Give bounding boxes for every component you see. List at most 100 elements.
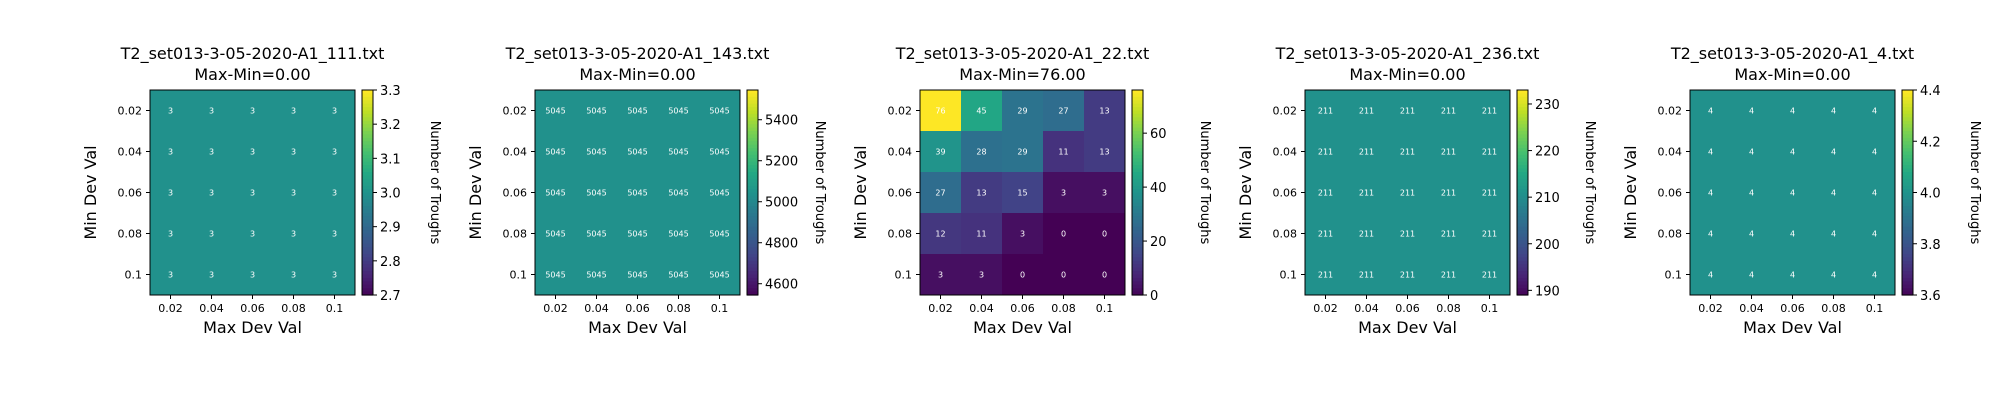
heatmap-cell [1469, 213, 1511, 255]
x-tick-label: 0.02 [543, 302, 568, 315]
colorbar-segment [1902, 223, 1913, 228]
colorbar-tick-label: 3.8 [1920, 238, 1941, 253]
cell-value-label: 5045 [709, 189, 729, 198]
colorbar-segment [1517, 240, 1528, 245]
colorbar-segment [1132, 195, 1143, 200]
cell-value-label: 3 [168, 148, 173, 157]
x-axis-label: Max Dev Val [203, 318, 302, 337]
colorbar-segment [1517, 209, 1528, 214]
colorbar-segment [747, 134, 758, 139]
heatmap-panel: T2_set013-3-05-2020-A1_111.txtMax-Min=0.… [81, 44, 442, 337]
colorbar-segment [1902, 202, 1913, 207]
colorbar-segment [362, 127, 373, 132]
colorbar-segment [1132, 103, 1143, 108]
colorbar-segment [1902, 137, 1913, 142]
heatmap-cell [576, 213, 618, 255]
colorbar-segment [1132, 154, 1143, 159]
colorbar-segment [1517, 103, 1528, 108]
heatmap-cell [191, 172, 233, 214]
colorbar-segment [1517, 254, 1528, 259]
y-tick-label: 0.08 [1658, 228, 1683, 241]
colorbar-segment [1132, 199, 1143, 204]
y-tick-label: 0.06 [118, 187, 143, 200]
heatmap-cell [1002, 172, 1044, 214]
heatmap-cell [314, 254, 356, 296]
cell-value-label: 4 [1790, 189, 1795, 198]
heatmap-panel: T2_set013-3-05-2020-A1_236.txtMax-Min=0.… [1236, 44, 1597, 337]
colorbar-label: Number of Troughs [1197, 121, 1212, 245]
colorbar-label: Number of Troughs [1582, 121, 1597, 245]
colorbar-segment [747, 93, 758, 98]
panel-title: T2_set013-3-05-2020-A1_236.txt [1275, 44, 1540, 64]
colorbar-segment [362, 165, 373, 170]
colorbar-segment [747, 233, 758, 238]
colorbar-segment [1902, 260, 1913, 265]
heatmap-cell [1731, 90, 1773, 132]
heatmap-cell [1690, 90, 1732, 132]
y-tick-label: 0.02 [1273, 105, 1298, 118]
colorbar-segment [1132, 240, 1143, 245]
cell-value-label: 4 [1708, 189, 1713, 198]
colorbar-segment [747, 281, 758, 286]
colorbar-segment [1902, 161, 1913, 166]
colorbar-segment [747, 117, 758, 122]
cell-value-label: 211 [1359, 189, 1374, 198]
colorbar-segment [747, 236, 758, 241]
cell-value-label: 0 [1020, 271, 1025, 280]
heatmap-cell [1690, 213, 1732, 255]
cell-value-label: 3 [168, 230, 173, 239]
colorbar-tick-label: 4600 [765, 278, 798, 293]
colorbar-segment [1902, 288, 1913, 293]
colorbar-segment [747, 107, 758, 112]
cell-value-label: 211 [1400, 230, 1415, 239]
colorbar-segment [1132, 189, 1143, 194]
colorbar-segment [1132, 168, 1143, 173]
colorbar-segment [362, 219, 373, 224]
colorbar-segment [747, 250, 758, 255]
heatmap-cell [1305, 131, 1347, 173]
heatmap-cell [314, 172, 356, 214]
panel-subtitle: Max-Min=76.00 [959, 65, 1085, 84]
heatmap-panel: T2_set013-3-05-2020-A1_143.txtMax-Min=0.… [466, 44, 827, 337]
cell-value-label: 13 [1099, 107, 1109, 116]
colorbar-segment [747, 219, 758, 224]
x-tick-label: 0.06 [1780, 302, 1805, 315]
colorbar-segment [1902, 271, 1913, 276]
colorbar-segment [747, 240, 758, 245]
colorbar-segment [362, 158, 373, 163]
colorbar-segment [1517, 216, 1528, 221]
colorbar-segment [362, 172, 373, 177]
colorbar-segment [1902, 103, 1913, 108]
colorbar-segment [747, 100, 758, 105]
heatmap-cell [920, 213, 962, 255]
cell-value-label: 211 [1441, 189, 1456, 198]
heatmap-cell [1002, 90, 1044, 132]
colorbar-tick-label: 190 [1535, 284, 1560, 299]
colorbar-segment [1517, 195, 1528, 200]
colorbar-segment [1902, 113, 1913, 118]
colorbar-frame [746, 89, 759, 296]
cell-value-label: 3 [209, 189, 214, 198]
colorbar-tick-label: 3.0 [380, 187, 401, 202]
heatmap-cell [658, 254, 700, 296]
colorbar-segment [1517, 206, 1528, 211]
colorbar-segment [1902, 206, 1913, 211]
colorbar-segment [1902, 281, 1913, 286]
heatmap-cell [1469, 90, 1511, 132]
colorbar-segment [747, 172, 758, 177]
heatmap-cell [232, 254, 274, 296]
colorbar-segment [362, 110, 373, 115]
colorbar-tick-label: 4.0 [1920, 187, 1941, 202]
y-axis-label: Min Dev Val [1621, 145, 1640, 239]
colorbar-segment [1132, 120, 1143, 125]
colorbar-segment [1517, 223, 1528, 228]
cell-value-label: 5045 [668, 148, 688, 157]
cell-value-label: 5045 [545, 107, 565, 116]
colorbar-segment [1902, 141, 1913, 146]
cell-value-label: 5045 [586, 189, 606, 198]
colorbar-segment [1902, 213, 1913, 218]
colorbar-segment [747, 260, 758, 265]
colorbar-segment [747, 131, 758, 136]
colorbar-segment [747, 226, 758, 231]
colorbar-segment [1132, 267, 1143, 272]
